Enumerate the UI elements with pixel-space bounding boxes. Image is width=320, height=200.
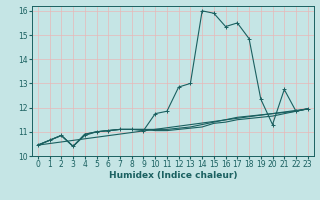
X-axis label: Humidex (Indice chaleur): Humidex (Indice chaleur) <box>108 171 237 180</box>
